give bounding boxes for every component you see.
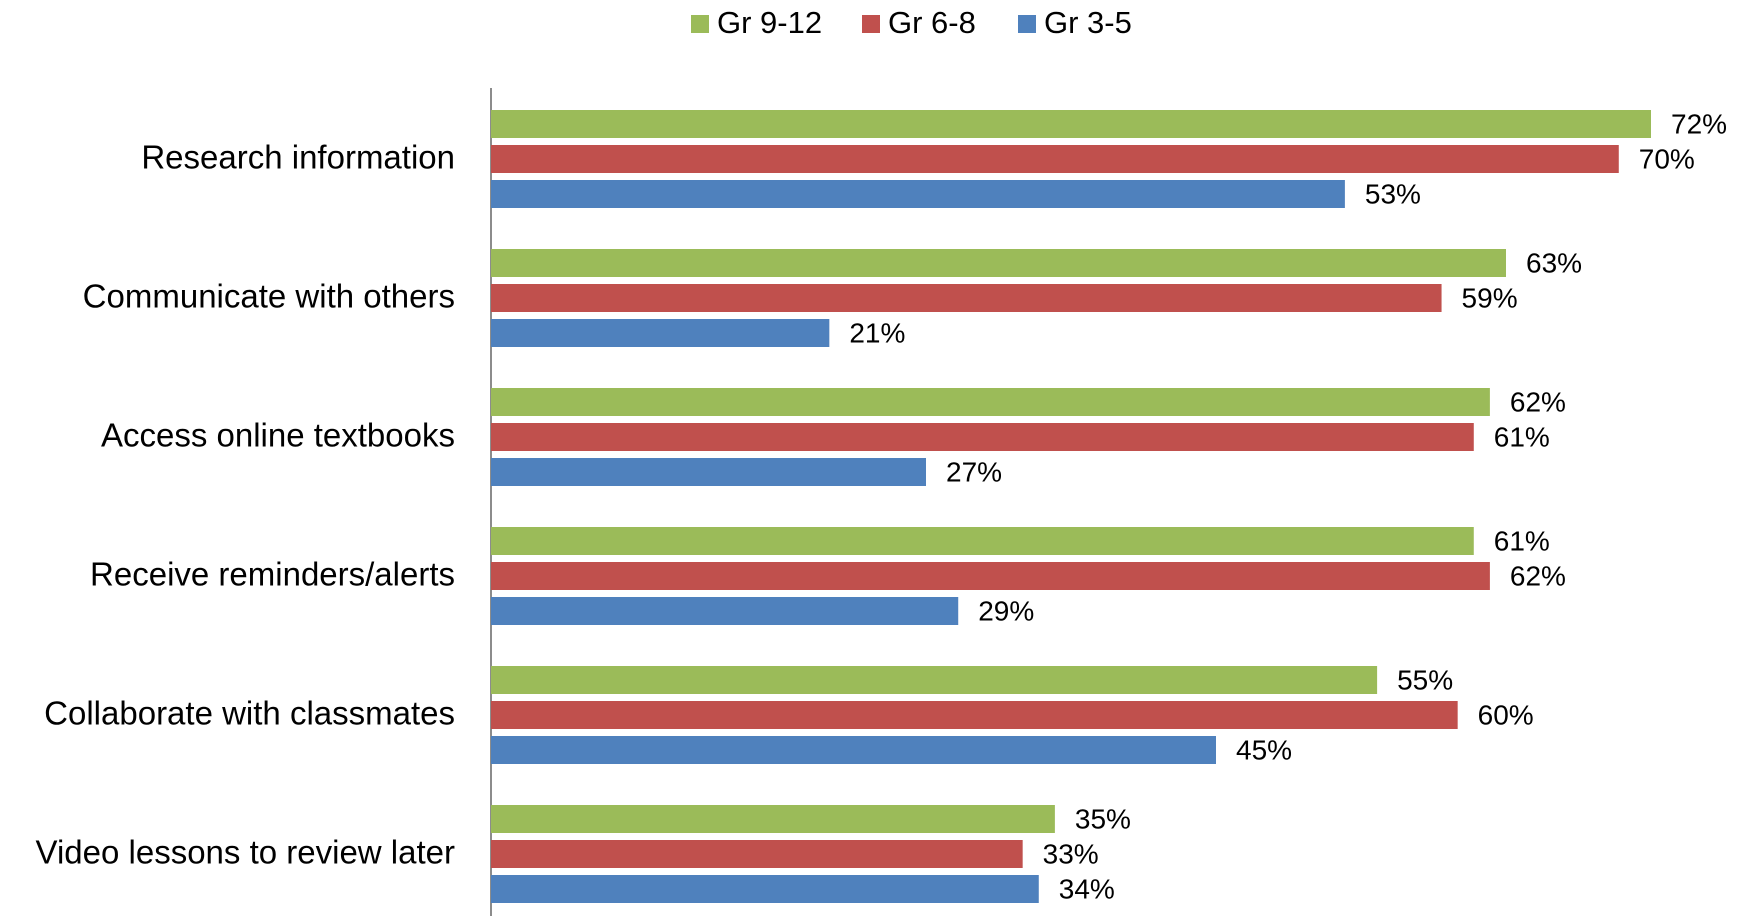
legend-swatch-gr-3-5 (1018, 15, 1036, 33)
value-label-gr-6-8-video-lessons-to-review-later: 33% (1043, 838, 1099, 869)
value-label-gr-3-5-communicate-with-others: 21% (849, 317, 905, 348)
value-label-gr-3-5-research-information: 53% (1365, 178, 1421, 209)
bar-gr-3-5-access-online-textbooks (491, 458, 926, 486)
bar-gr-6-8-communicate-with-others (491, 284, 1442, 312)
category-label-access-online-textbooks: Access online textbooks (101, 417, 455, 454)
bar-gr-6-8-receive-reminders-alerts (491, 562, 1490, 590)
bar-gr-3-5-research-information (491, 180, 1345, 208)
category-label-video-lessons-to-review-later: Video lessons to review later (36, 834, 455, 871)
legend-label-gr-3-5: Gr 3-5 (1044, 5, 1132, 40)
value-label-gr-3-5-access-online-textbooks: 27% (946, 456, 1002, 487)
value-label-gr-6-8-communicate-with-others: 59% (1462, 282, 1518, 313)
value-label-gr-9-12-video-lessons-to-review-later: 35% (1075, 803, 1131, 834)
value-label-gr-6-8-collaborate-with-classmates: 60% (1478, 699, 1534, 730)
category-label-collaborate-with-classmates: Collaborate with classmates (44, 695, 455, 732)
bar-gr-6-8-collaborate-with-classmates (491, 701, 1458, 729)
legend-swatch-gr-6-8 (862, 15, 880, 33)
bar-gr-6-8-video-lessons-to-review-later (491, 840, 1023, 868)
bar-gr-9-12-receive-reminders-alerts (491, 527, 1474, 555)
bar-gr-9-12-video-lessons-to-review-later (491, 805, 1055, 833)
bar-gr-9-12-research-information (491, 110, 1651, 138)
value-label-gr-9-12-collaborate-with-classmates: 55% (1397, 664, 1453, 695)
value-label-gr-6-8-access-online-textbooks: 61% (1494, 421, 1550, 452)
bar-gr-3-5-video-lessons-to-review-later (491, 875, 1039, 903)
value-label-gr-3-5-collaborate-with-classmates: 45% (1236, 734, 1292, 765)
bar-gr-9-12-collaborate-with-classmates (491, 666, 1378, 694)
bar-gr-3-5-communicate-with-others (491, 319, 830, 347)
category-labels: Research information Communicate with oth… (36, 139, 455, 871)
bar-gr-9-12-communicate-with-others (491, 249, 1506, 277)
bar-gr-6-8-research-information (491, 145, 1619, 173)
legend: Gr 9-12 Gr 6-8 Gr 3-5 (691, 5, 1132, 40)
bars (491, 110, 1651, 903)
bar-gr-6-8-access-online-textbooks (491, 423, 1474, 451)
value-label-gr-9-12-receive-reminders-alerts: 61% (1494, 525, 1550, 556)
category-label-research-information: Research information (141, 139, 455, 176)
value-labels: 72% 70% 53% 63% 59% 21% 62% 61% 27% 61% 62% 29% 55% 6… (849, 108, 1727, 904)
value-label-gr-9-12-communicate-with-others: 63% (1526, 247, 1582, 278)
value-label-gr-3-5-video-lessons-to-review-later: 34% (1059, 873, 1115, 904)
category-label-receive-reminders-alerts: Receive reminders/alerts (90, 556, 455, 593)
value-label-gr-6-8-receive-reminders-alerts: 62% (1510, 560, 1566, 591)
legend-label-gr-6-8: Gr 6-8 (888, 5, 976, 40)
category-label-communicate-with-others: Communicate with others (83, 278, 455, 315)
value-label-gr-3-5-receive-reminders-alerts: 29% (978, 595, 1034, 626)
value-label-gr-9-12-access-online-textbooks: 62% (1510, 386, 1566, 417)
bar-gr-3-5-collaborate-with-classmates (491, 736, 1216, 764)
legend-swatch-gr-9-12 (691, 15, 709, 33)
bar-gr-9-12-access-online-textbooks (491, 388, 1490, 416)
value-label-gr-6-8-research-information: 70% (1639, 143, 1695, 174)
value-label-gr-9-12-research-information: 72% (1671, 108, 1727, 139)
legend-label-gr-9-12: Gr 9-12 (717, 5, 822, 40)
bar-gr-3-5-receive-reminders-alerts (491, 597, 959, 625)
